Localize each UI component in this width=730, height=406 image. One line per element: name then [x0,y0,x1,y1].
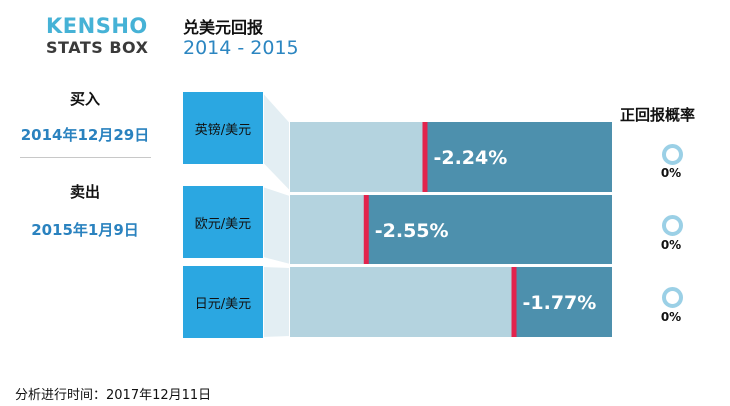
kensho-logo: KENSHO STATS BOX [46,14,156,60]
logo-line-1: KENSHO [46,14,148,38]
value-marker [511,267,517,337]
range-light-segment [290,267,514,337]
sell-label: 卖出 [69,183,100,201]
value-marker [422,122,428,192]
range-dark-segment [365,195,612,265]
connector-shape [262,184,291,267]
connector-shape [262,264,291,340]
connector-shape [262,89,291,195]
divider [20,157,151,158]
value-label: -1.77% [523,292,597,314]
analysis-date-footer: 分析进行时间：2017年12月11日 [15,388,212,403]
range-dark-segment [424,122,612,192]
probability-ring-icon [662,144,683,165]
pair-box-jpy: 日元/美元 [183,266,263,338]
chart-title: 兑美元回报 [183,18,264,37]
probability-ring-icon [662,215,683,236]
probability-header: 正回报概率 [620,106,696,124]
buy-date: 2014年12月29日 [20,126,150,144]
logo-line-2: STATS BOX [46,38,149,57]
probability-value: 0% [660,166,682,180]
pair-box-eur: 欧元/美元 [183,186,263,258]
row-separator [290,264,612,267]
probability-value: 0% [660,238,682,252]
probability-value: 0% [660,310,682,324]
range-light-segment [290,122,425,192]
value-marker [363,195,369,265]
pair-box-gbp: 英镑/美元 [183,92,263,164]
chart-subtitle: 2014 - 2015 [183,37,299,59]
value-label: -2.55% [375,220,449,242]
row-separator [290,192,612,195]
probability-ring-icon [662,287,683,308]
buy-label: 买入 [69,90,100,108]
value-label: -2.24% [433,147,507,169]
range-dark-segment [513,267,612,337]
range-light-segment [290,195,366,265]
sell-date: 2015年1月9日 [31,221,139,239]
